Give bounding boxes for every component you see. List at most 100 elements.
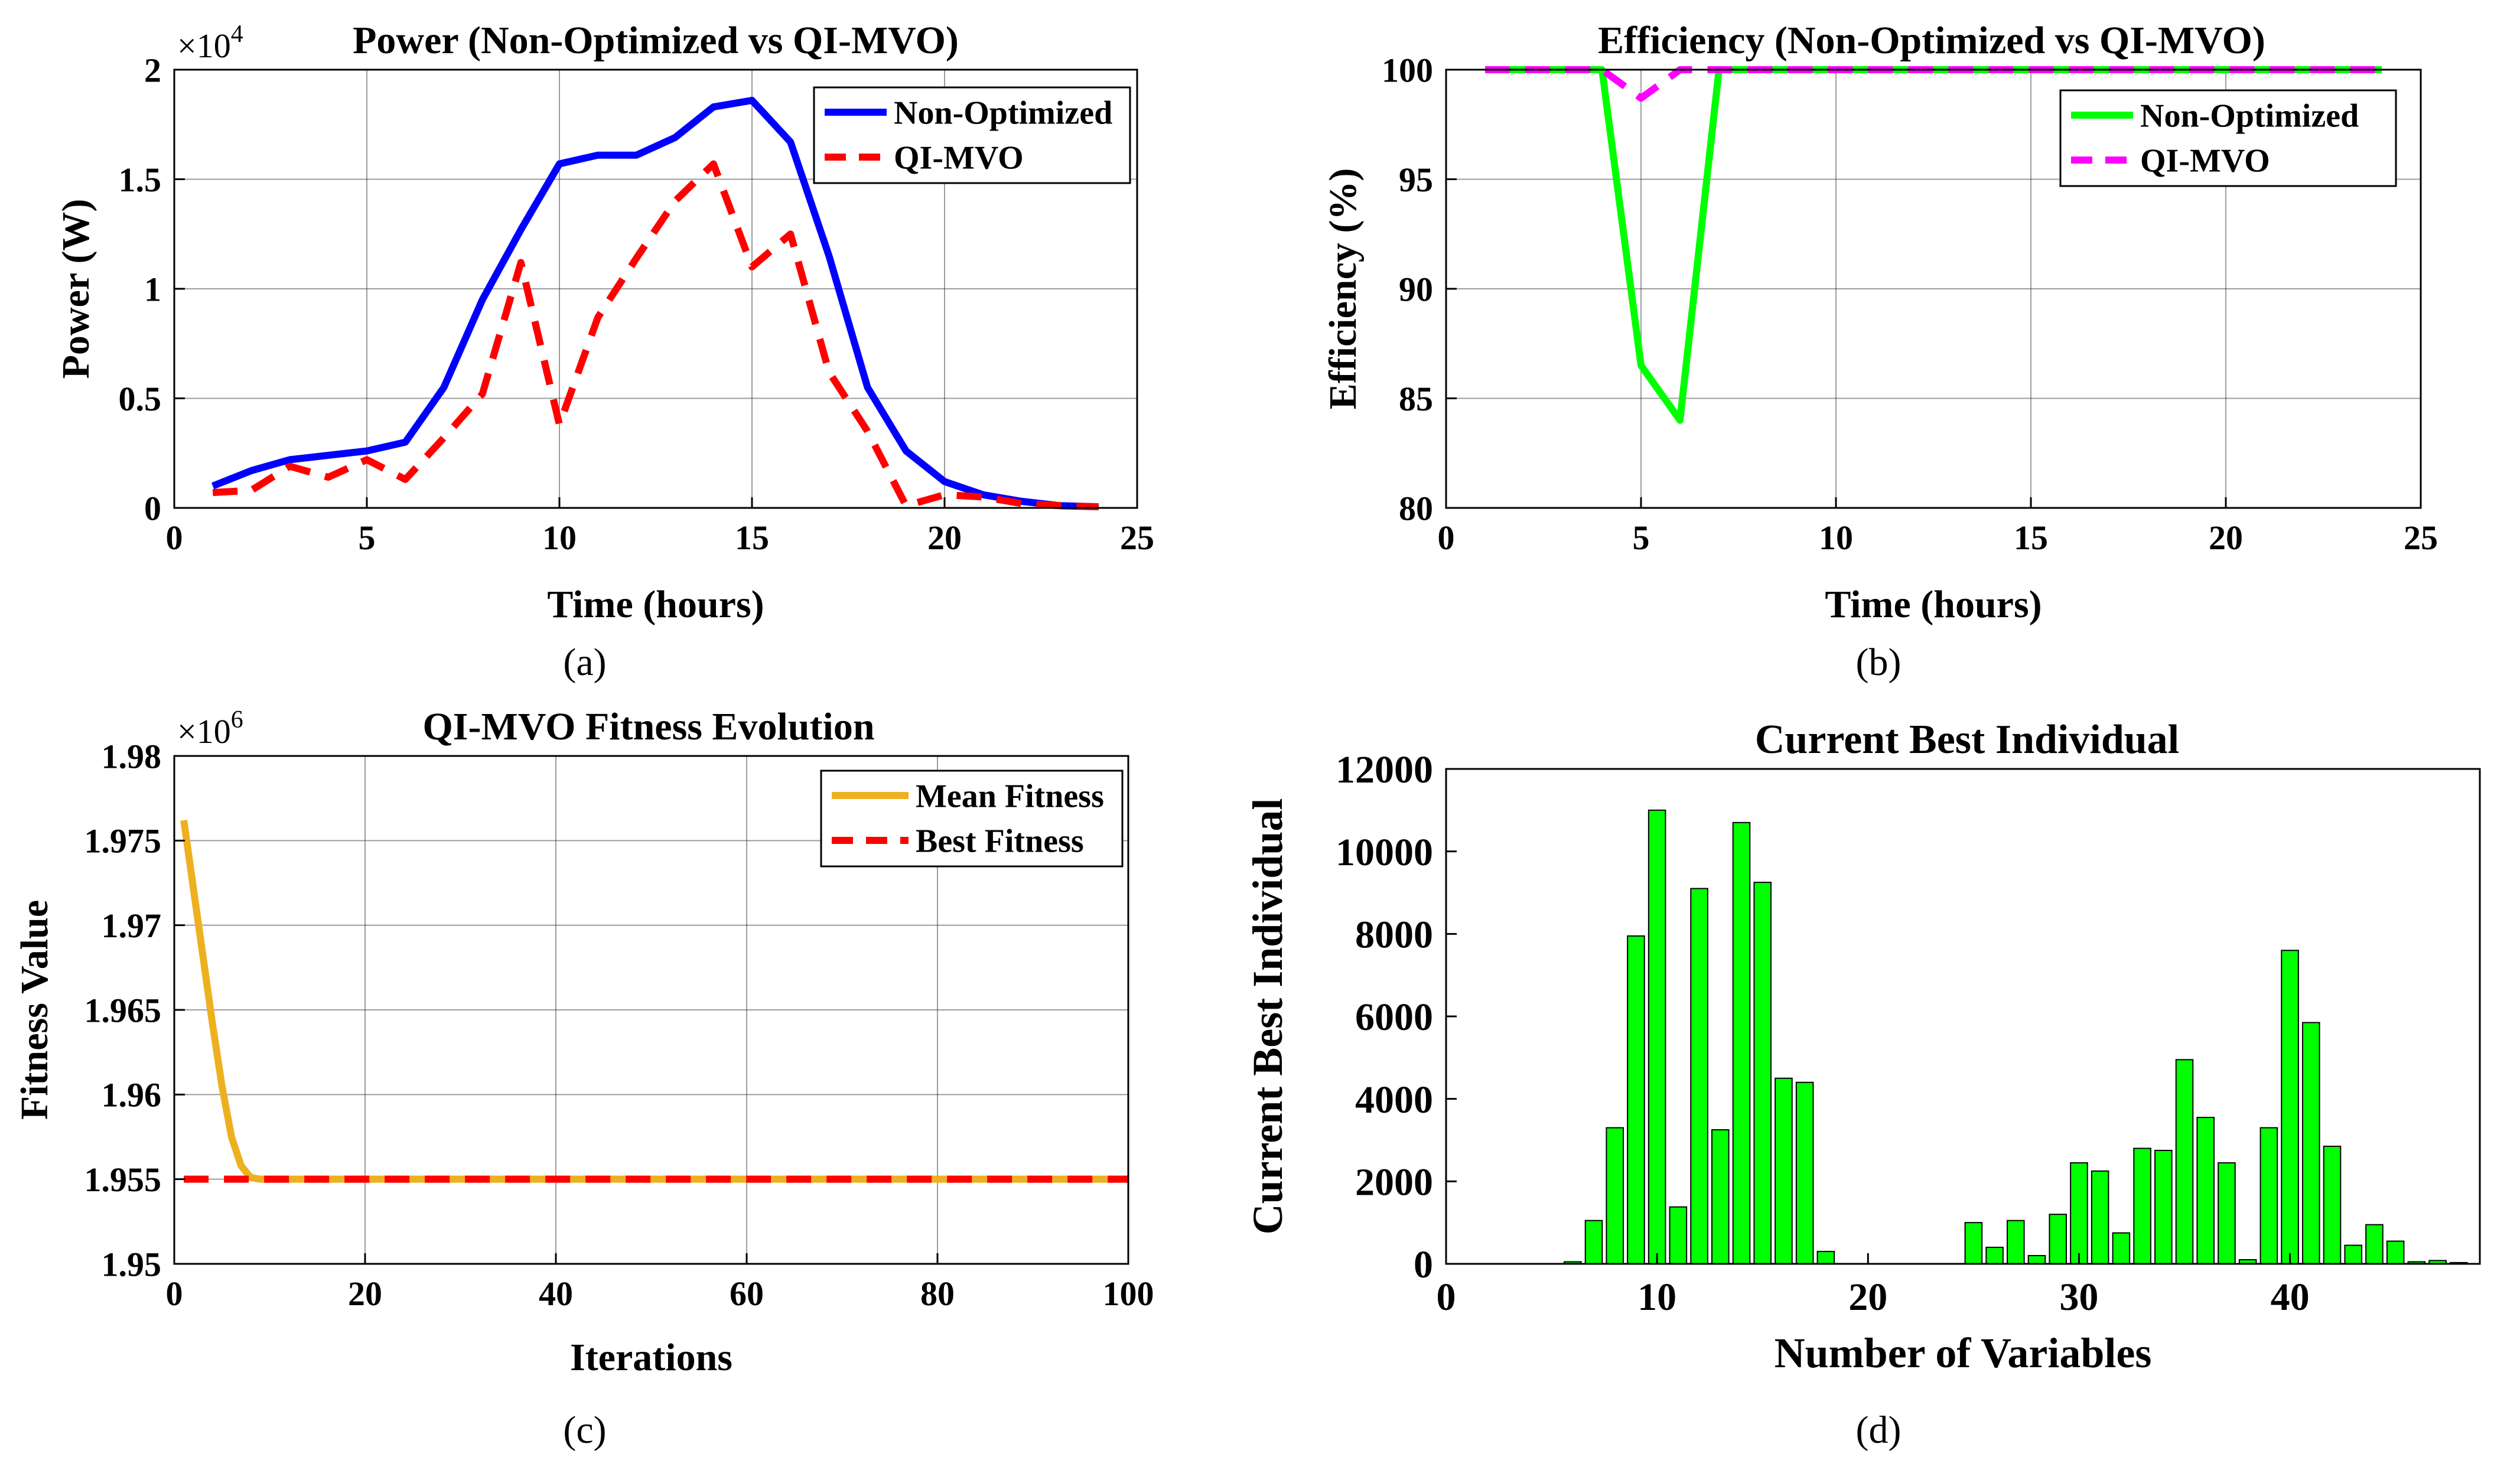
b-ytick-label-80: 80: [1399, 489, 1433, 527]
d-bar-25: [1964, 1222, 1983, 1265]
a-y-axis-label: Power (W): [54, 199, 97, 379]
a-series-line-1: [212, 160, 1099, 511]
d-bar-36: [2196, 1117, 2215, 1265]
c-x-axis-label: Iterations: [570, 1336, 732, 1379]
a-chart-title: Power (Non-Optimized vs QI-MVO): [353, 19, 959, 62]
a-legend-box: [813, 86, 1131, 184]
d-bar-15: [1753, 882, 1772, 1264]
a-exponent-base: ×10: [177, 27, 231, 65]
a-exponent-power: 4: [231, 21, 243, 48]
d-bar-8: [1606, 1127, 1624, 1265]
a-ytick-label-0.5: 0.5: [119, 380, 162, 418]
b-x-axis-label: Time (hours): [1825, 583, 2042, 626]
d-bar-40: [2281, 950, 2299, 1265]
c-ytick-label-1.96: 1.96: [102, 1076, 162, 1114]
c-xtick-label-80: 80: [920, 1274, 955, 1313]
a-xtick-label-5: 5: [359, 519, 376, 557]
d-xtick-label-30: 30: [2059, 1276, 2098, 1319]
b-chart-title: Efficiency (Non-Optimized vs QI-MVO): [1598, 19, 2265, 62]
d-ytick-label-0: 0: [1414, 1243, 1433, 1286]
d-bar-26: [1985, 1247, 2004, 1264]
a-xtick-label-15: 15: [735, 519, 769, 557]
c-axis-exponent: ×106: [177, 706, 243, 751]
c-y-axis-label: Fitness Value: [13, 900, 56, 1120]
c-xtick-label-0: 0: [166, 1274, 183, 1313]
b-ytick-label-90: 90: [1399, 270, 1433, 308]
c-exponent-base: ×10: [177, 712, 231, 751]
b-xtick-label-0: 0: [1438, 519, 1455, 557]
d-bar-32: [2112, 1232, 2131, 1264]
a-ytick-label-0: 0: [144, 489, 161, 527]
d-bar-43: [2344, 1244, 2362, 1264]
d-bar-44: [2365, 1224, 2384, 1265]
d-xtick-label-10: 10: [1637, 1276, 1676, 1319]
d-bar-10: [1648, 809, 1666, 1265]
d-bar-31: [2091, 1170, 2109, 1264]
d-bar-45: [2386, 1240, 2405, 1264]
d-bar-27: [2007, 1220, 2025, 1265]
c-exponent-power: 6: [231, 706, 243, 734]
c-xtick-label-20: 20: [348, 1274, 382, 1313]
b-legend-label-1: QI-MVO: [2140, 143, 2270, 180]
d-bar-42: [2323, 1145, 2342, 1264]
d-xtick-label-0: 0: [1437, 1276, 1456, 1319]
c-xtick-label-60: 60: [730, 1274, 764, 1313]
panel-label-d: (d): [1856, 1409, 1902, 1452]
b-legend-label-0: Non-Optimized: [2140, 98, 2359, 135]
a-axis-exponent: ×104: [177, 21, 243, 65]
d-bar-16: [1775, 1077, 1793, 1264]
c-chart-title: QI-MVO Fitness Evolution: [422, 705, 874, 748]
a-ytick-label-1: 1: [144, 270, 161, 308]
c-ytick-label-1.97: 1.97: [102, 907, 162, 945]
d-chart-title: Current Best Individual: [1755, 717, 2179, 762]
d-bar-17: [1795, 1081, 1814, 1264]
d-ytick-label-12000: 12000: [1336, 748, 1433, 791]
panel-a-power-chart: 0 5 10 15 20 25 0 0.5 1 1.5 2 Power (Non-Optimized …: [54, 19, 1154, 626]
d-bar-30: [2070, 1162, 2088, 1264]
d-bar-34: [2154, 1149, 2173, 1265]
b-xtick-label-15: 15: [2014, 519, 2048, 557]
c-legend-label-1: Best Fitness: [916, 823, 1084, 860]
a-series-line-0: [211, 96, 1099, 511]
panel-b-efficiency-chart: 0 5 10 15 20 25 80 85 90 95 100 Efficiency (Non-Opt…: [1321, 19, 2438, 626]
d-bar-9: [1627, 935, 1645, 1264]
panel-c-fitness-chart: 0 20 40 60 80 100 1.95 1.955 1.96 1.965 1.97 1.975 1…: [13, 705, 1154, 1379]
d-bar-33: [2133, 1147, 2151, 1265]
a-xtick-label-20: 20: [927, 519, 962, 557]
c-ytick-label-1.955: 1.955: [84, 1160, 162, 1199]
c-legend-label-0: Mean Fitness: [916, 778, 1104, 815]
c-ytick-label-1.965: 1.965: [84, 991, 162, 1029]
c-xtick-label-100: 100: [1103, 1274, 1154, 1313]
b-xtick-label-10: 10: [1819, 519, 1853, 557]
d-ytick-label-6000: 6000: [1355, 996, 1433, 1039]
c-xtick-label-40: 40: [539, 1274, 573, 1313]
panel-label-b: (b): [1856, 641, 1902, 684]
d-bar-28: [2027, 1255, 2046, 1265]
a-ytick-label-1.5: 1.5: [119, 161, 162, 199]
panel-label-c: (c): [563, 1409, 606, 1452]
d-xtick-label-40: 40: [2271, 1276, 2310, 1319]
d-ytick-label-10000: 10000: [1336, 831, 1433, 874]
d-bar-37: [2218, 1162, 2236, 1264]
panel-label-a: (a): [563, 641, 606, 684]
d-bar-39: [2259, 1127, 2278, 1265]
b-y-axis-label: Efficiency (%): [1321, 168, 1365, 410]
d-bar-41: [2302, 1022, 2320, 1264]
d-ytick-label-4000: 4000: [1355, 1078, 1433, 1122]
d-ytick-label-2000: 2000: [1355, 1160, 1433, 1204]
b-ytick-label-95: 95: [1399, 161, 1433, 199]
d-bar-18: [1816, 1251, 1835, 1265]
a-x-axis-label: Time (hours): [547, 583, 764, 626]
d-bar-12: [1690, 888, 1708, 1265]
d-bar-35: [2175, 1059, 2194, 1264]
b-ytick-label-85: 85: [1399, 380, 1433, 418]
b-xtick-label-20: 20: [2209, 519, 2243, 557]
panel-d-best-individual-chart: 0 10 20 30 40 0 2000 4000 6000 8000 10000 12000 Curr…: [1244, 717, 2481, 1377]
b-legend-box: [2059, 89, 2397, 187]
c-ytick-label-1.975: 1.975: [84, 822, 162, 860]
d-bar-13: [1711, 1129, 1730, 1264]
d-bar-11: [1669, 1206, 1688, 1265]
a-ytick-label-2: 2: [144, 51, 161, 89]
b-xtick-label-25: 25: [2404, 519, 2438, 557]
